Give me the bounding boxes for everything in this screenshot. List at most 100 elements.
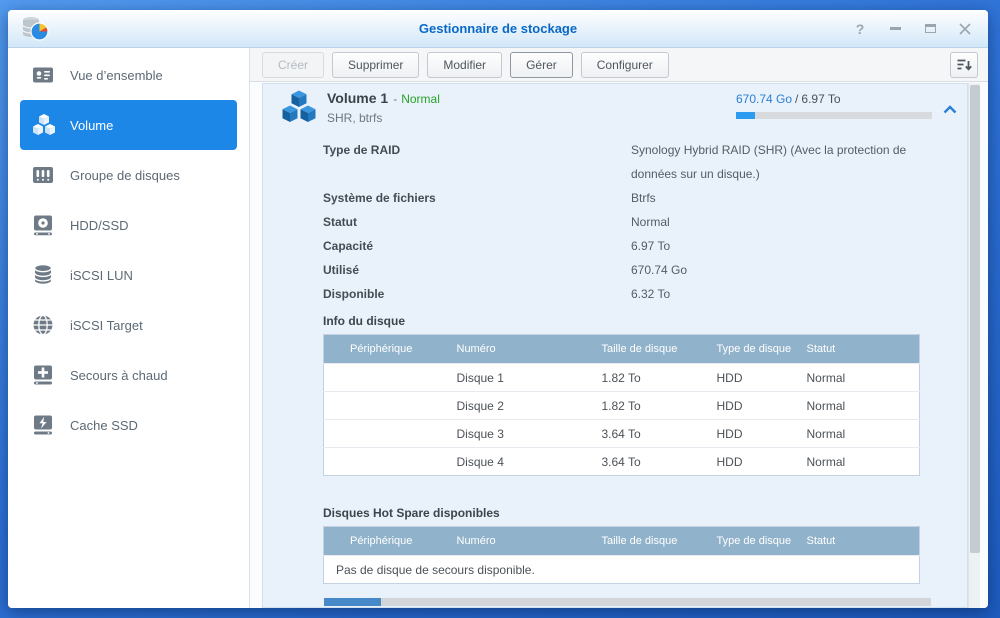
sidebar-item-iscsi-lun[interactable]: iSCSI LUN	[20, 250, 237, 300]
title-separator: -	[393, 91, 398, 106]
disk-type: HDD	[706, 419, 797, 448]
volume-titles: Volume 1- Normal SHR, btrfs	[327, 90, 440, 125]
disk-status: Normal	[796, 391, 920, 420]
storage-manager-window: Gestionnaire de stockage ? Vue d’ensembl…	[8, 10, 988, 608]
usage-separator: /	[795, 92, 799, 106]
disk-type: HDD	[706, 447, 797, 476]
minimize-icon	[889, 27, 901, 30]
maximize-icon	[924, 24, 936, 33]
sidebar-item-label: Vue d’ensemble	[70, 67, 163, 83]
vertical-scrollbar[interactable]	[968, 83, 980, 608]
disk-row-3[interactable]: Disque 3 3.64 To HDD Normal	[323, 419, 920, 448]
volume-1-panel: Volume 1- Normal SHR, btrfs 670.74 Go/6.9…	[262, 83, 968, 608]
sidebar-item-label: HDD/SSD	[70, 217, 129, 233]
sidebar-item-volume[interactable]: Volume	[20, 100, 237, 150]
disk-size: 1.82 To	[591, 363, 707, 392]
detail-label: Utilisé	[323, 263, 360, 277]
usage-progress-fill	[736, 112, 755, 119]
detail-label: Disponible	[323, 287, 385, 301]
sidebar-item-label: iSCSI LUN	[70, 267, 133, 283]
sidebar-item-label: Volume	[70, 117, 114, 133]
sidebar-item-disk-group[interactable]: Groupe de disques	[20, 150, 237, 200]
sidebar-item-label: Cache SSD	[70, 417, 138, 433]
sidebar-item-iscsi-target[interactable]: iSCSI Target	[20, 300, 237, 350]
volume-subtitle: SHR, btrfs	[327, 110, 383, 125]
detail-label: Système de fichiers	[323, 191, 436, 205]
close-button[interactable]	[958, 22, 972, 36]
ssd-cache-icon	[32, 414, 56, 436]
col-size: Taille de disque	[591, 526, 707, 556]
disk-size: 3.64 To	[591, 447, 707, 476]
scrollbar-thumb[interactable]	[970, 85, 980, 553]
modify-button[interactable]: Modifier	[427, 51, 503, 78]
disk-row-1[interactable]: Disque 1 1.82 To HDD Normal	[323, 363, 920, 392]
next-section-progressbar	[324, 598, 931, 606]
disk-status: Normal	[796, 363, 920, 392]
col-status: Statut	[796, 526, 920, 556]
disk-info-heading: Info du disque	[323, 314, 405, 328]
globe-icon	[32, 314, 56, 336]
titlebar[interactable]: Gestionnaire de stockage ?	[8, 10, 988, 48]
table-header-row: Périphérique Numéro Taille de disque Typ…	[323, 526, 920, 556]
window-body: Vue d’ensemble Volume	[8, 48, 988, 608]
disk-info-table: Périphérique Numéro Taille de disque Typ…	[323, 334, 920, 476]
volume-1-header[interactable]: Volume 1- Normal SHR, btrfs 670.74 Go/6.9…	[263, 84, 967, 130]
disk-row-2[interactable]: Disque 2 1.82 To HDD Normal	[323, 391, 920, 420]
collapse-all-icon	[957, 59, 972, 71]
sidebar-item-label: Groupe de disques	[70, 167, 180, 183]
detail-value: Synology Hybrid RAID (SHR) (Avec la prot…	[631, 143, 907, 181]
sidebar-item-ssd-cache[interactable]: Cache SSD	[20, 400, 237, 450]
detail-label: Capacité	[323, 239, 374, 253]
minimize-button[interactable]	[888, 22, 902, 36]
detail-value: 6.97 To	[631, 239, 671, 253]
detail-row-status: Statut Normal	[323, 210, 967, 234]
disk-row-4[interactable]: Disque 4 3.64 To HDD Normal	[323, 447, 920, 476]
usage-used: 670.74 Go	[736, 92, 793, 106]
window-controls: ?	[853, 10, 972, 47]
sidebar-item-label: Secours à chaud	[70, 367, 168, 383]
window-title: Gestionnaire de stockage	[418, 21, 578, 36]
detail-label: Type de RAID	[323, 143, 401, 157]
col-type: Type de disque	[706, 334, 797, 364]
detail-value: Btrfs	[631, 191, 656, 205]
sidebar: Vue d’ensemble Volume	[8, 48, 250, 608]
disk-size: 3.64 To	[591, 419, 707, 448]
hot-spare-icon	[32, 364, 56, 386]
help-button[interactable]: ?	[855, 20, 865, 37]
configure-button[interactable]: Configurer	[580, 51, 669, 78]
col-number: Numéro	[446, 334, 592, 364]
sidebar-item-overview[interactable]: Vue d’ensemble	[20, 50, 237, 100]
detail-row-available: Disponible 6.32 To	[323, 282, 967, 306]
table-header-row: Périphérique Numéro Taille de disque Typ…	[323, 334, 920, 364]
disk-status: Normal	[796, 419, 920, 448]
detail-value: 6.32 To	[631, 287, 671, 301]
disk-number: Disque 4	[446, 447, 592, 476]
collapse-panel-button[interactable]	[943, 101, 957, 119]
volume-status-badge: Normal	[401, 91, 440, 106]
hot-spare-empty-row: Pas de disque de secours disponible.	[323, 555, 920, 584]
disk-group-icon	[32, 164, 56, 186]
usage-progressbar	[736, 112, 932, 119]
hot-spare-empty-message: Pas de disque de secours disponible.	[323, 555, 920, 584]
disk-number: Disque 3	[446, 419, 592, 448]
hot-spare-heading: Disques Hot Spare disponibles	[323, 506, 500, 520]
close-icon	[959, 22, 971, 35]
create-button[interactable]: Créer	[262, 51, 325, 78]
volume-usage: 670.74 Go/6.97 To	[736, 92, 932, 119]
collapse-all-button[interactable]	[950, 52, 978, 78]
disk-type: HDD	[706, 363, 797, 392]
delete-button[interactable]: Supprimer	[332, 51, 420, 78]
detail-label: Statut	[323, 215, 357, 229]
manage-button[interactable]: Gérer	[510, 51, 573, 78]
sidebar-item-hot-spare[interactable]: Secours à chaud	[20, 350, 237, 400]
disk-type: HDD	[706, 391, 797, 420]
detail-row-capacity: Capacité 6.97 To	[323, 234, 967, 258]
volume-details: Type de RAID Synology Hybrid RAID (SHR) …	[263, 130, 967, 606]
sidebar-item-hdd-ssd[interactable]: HDD/SSD	[20, 200, 237, 250]
hdd-icon	[32, 214, 56, 236]
disk-number: Disque 2	[446, 391, 592, 420]
disk-size: 1.82 To	[591, 391, 707, 420]
maximize-button[interactable]	[923, 22, 937, 36]
col-type: Type de disque	[706, 526, 797, 556]
